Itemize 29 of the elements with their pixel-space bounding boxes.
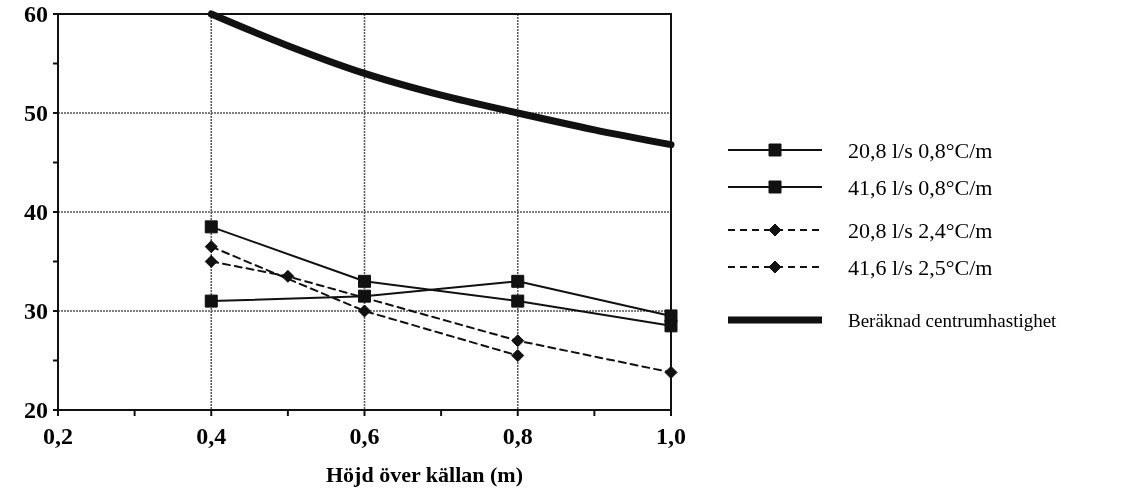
point — [664, 309, 678, 323]
legend-label: 41,6 l/s 2,5°C/m — [848, 254, 993, 280]
legend-label: 20,8 l/s 2,4°C/m — [848, 217, 993, 243]
x-tick-label: 0,6 — [349, 423, 380, 449]
y-tick-label: 40 — [24, 199, 48, 226]
point — [204, 220, 218, 234]
point — [358, 304, 371, 318]
point — [204, 255, 218, 268]
y-tick-label: 30 — [24, 298, 48, 325]
x-tick-label: 0,8 — [502, 423, 533, 449]
point — [511, 274, 525, 288]
point — [664, 365, 678, 379]
legend-label: 20,8 l/s 0,8°C/m — [848, 137, 993, 163]
x-tick-label: 1,0 — [656, 423, 686, 449]
y-tick-label: 20 — [24, 397, 48, 424]
point — [511, 294, 525, 308]
x-tick-label: 0,4 — [196, 423, 227, 449]
legend-label: Beräknad centrumhastighet — [848, 309, 1058, 331]
point — [358, 274, 371, 288]
y-tick-label: 50 — [24, 100, 48, 127]
y-tick-label: 60 — [24, 1, 48, 28]
point — [204, 240, 218, 254]
point — [511, 334, 525, 348]
point — [511, 349, 525, 363]
x-tick-label: 0,2 — [43, 423, 73, 449]
x-axis-title: Höjd över källan (m) — [326, 462, 523, 487]
point — [204, 294, 218, 308]
legend-label: 41,6 l/s 0,8°C/m — [848, 174, 993, 200]
point — [281, 269, 295, 283]
